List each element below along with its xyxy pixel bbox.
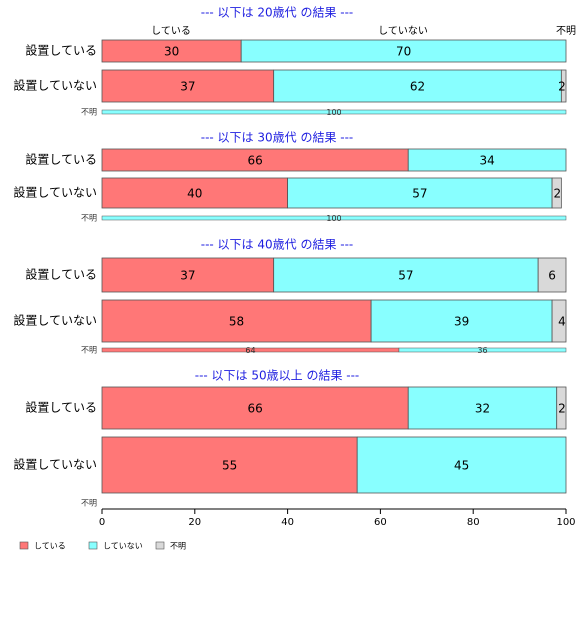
data-label: 2 [558, 402, 566, 416]
data-label: 62 [410, 80, 425, 94]
row-label: 不明 [81, 108, 97, 117]
x-tick-label: 0 [99, 517, 105, 528]
x-tick-label: 100 [556, 517, 575, 528]
bar-segment-unknown [551, 177, 562, 209]
data-label: 57 [412, 187, 427, 201]
bar-segment-not-doing [101, 215, 567, 221]
bar-segment-unknown [537, 257, 567, 293]
legend-label: している [34, 542, 66, 551]
legend-swatch-doing [19, 541, 29, 550]
data-label: 66 [247, 154, 262, 168]
data-label: 100 [326, 108, 341, 117]
data-label: 34 [479, 154, 494, 168]
header-label-unknown: 不明 [556, 25, 576, 37]
data-label: 32 [475, 402, 490, 416]
data-label: 70 [396, 45, 411, 59]
header-label-not-doing: していない [378, 25, 428, 37]
bar-segment-not-doing [240, 39, 567, 63]
x-tick-label: 80 [467, 517, 480, 528]
x-tick-label: 60 [374, 517, 387, 528]
bar-segment-not-doing [407, 386, 558, 430]
row-label: 設置していない [13, 457, 97, 472]
data-label: 100 [326, 214, 341, 223]
bar-segment-doing [101, 299, 372, 343]
row-label: 設置している [25, 43, 97, 58]
data-label: 36 [477, 346, 487, 355]
row-label: 不明 [81, 346, 97, 355]
data-label: 2 [554, 187, 562, 201]
row-label: 設置している [25, 267, 97, 282]
row-label: 設置している [25, 152, 97, 167]
bar-segment-not-doing [398, 347, 567, 353]
data-label: 30 [164, 45, 179, 59]
panel-title: --- 以下は 50歳以上 の結果 --- [195, 369, 360, 383]
row-label: 設置していない [13, 313, 97, 328]
panel-title: --- 以下は 20歳代 の結果 --- [201, 6, 354, 20]
panel-title: --- 以下は 30歳代 の結果 --- [201, 131, 354, 145]
row-label: 設置している [25, 400, 97, 415]
data-label: 6 [548, 269, 556, 283]
panel-title: --- 以下は 40歳代 の結果 --- [201, 238, 354, 252]
data-label: 55 [222, 459, 237, 473]
bar-segment-unknown [556, 386, 567, 430]
data-label: 58 [229, 315, 244, 329]
data-label: 37 [180, 269, 195, 283]
legend-label: 不明 [170, 542, 186, 551]
bar-segment-doing [101, 69, 275, 103]
data-label: 4 [558, 315, 566, 329]
bar-segment-not-doing [370, 299, 553, 343]
data-label: 64 [245, 346, 255, 355]
bar-segment-not-doing [287, 177, 553, 209]
header-label-doing: している [151, 25, 191, 37]
data-label: 2 [558, 80, 566, 94]
data-label: 40 [187, 187, 202, 201]
row-label: 不明 [81, 499, 97, 508]
data-label: 66 [247, 402, 262, 416]
legend-swatch-not-doing [88, 541, 98, 550]
bar-segment-not-doing [356, 436, 567, 494]
row-label: 設置していない [13, 78, 97, 93]
bar-segment-doing [101, 257, 275, 293]
data-label: 45 [454, 459, 469, 473]
x-tick-label: 20 [188, 517, 201, 528]
bar-segment-doing [101, 177, 289, 209]
bar-segment-unknown [560, 69, 567, 103]
bar-segment-not-doing [101, 109, 567, 115]
legend-label: していない [103, 542, 143, 551]
legend-swatch-unknown [155, 541, 165, 550]
bar-segment-not-doing [273, 257, 539, 293]
data-label: 37 [180, 80, 195, 94]
x-tick-label: 40 [281, 517, 294, 528]
row-label: 設置していない [13, 185, 97, 200]
row-label: 不明 [81, 214, 97, 223]
bar-segment-unknown [551, 299, 567, 343]
bar-segment-doing [101, 386, 409, 430]
bar-segment-doing [101, 436, 358, 494]
data-label: 57 [398, 269, 413, 283]
bar-segment-not-doing [407, 148, 567, 172]
data-label: 39 [454, 315, 469, 329]
